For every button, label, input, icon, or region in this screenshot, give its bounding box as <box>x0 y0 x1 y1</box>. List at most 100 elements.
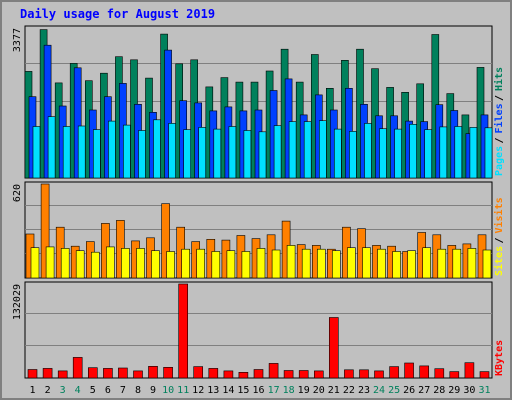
bar-kbytes-day-2 <box>42 368 53 379</box>
bar-pages-day-10 <box>168 123 176 179</box>
x-tick-label-day-10: 10 <box>162 385 174 396</box>
bar-sites-day-4 <box>75 250 85 279</box>
x-tick-label-day-13: 13 <box>207 385 219 396</box>
bar-pages-day-8 <box>138 130 146 179</box>
bar-kbytes-day-8 <box>133 370 143 379</box>
bar-kbytes-day-26 <box>404 362 414 379</box>
bar-pages-day-6 <box>108 120 116 179</box>
series-sites <box>30 245 492 279</box>
x-tick-label-day-27: 27 <box>418 385 430 396</box>
bar-sites-day-6 <box>106 246 115 279</box>
series-hits <box>24 29 485 179</box>
chart-panel-1: 3377 Pages / Files / Hits <box>12 25 505 179</box>
legend-visits: Visits <box>493 197 505 233</box>
bar-pages-day-31 <box>484 127 493 179</box>
bar-pages-day-29 <box>454 126 463 179</box>
series-kbytes <box>27 283 490 379</box>
bar-pages-day-14 <box>228 126 237 179</box>
bar-sites-day-27 <box>422 247 432 279</box>
bar-pages-day-21 <box>333 128 342 179</box>
x-tick-label-day-30: 30 <box>463 385 475 396</box>
bar-kbytes-day-5 <box>88 367 98 379</box>
x-tick-label-day-20: 20 <box>313 385 325 396</box>
bar-kbytes-day-28 <box>434 368 445 379</box>
x-tick-label-day-16: 16 <box>252 385 264 396</box>
x-tick-label-day-1: 1 <box>29 385 35 396</box>
bar-files-day-2 <box>43 44 52 179</box>
legend-kbytes: KBytes <box>494 340 505 376</box>
legend-hits: Hits <box>493 67 505 91</box>
bar-kbytes-day-15 <box>238 371 249 379</box>
bar-pages-day-25 <box>394 128 402 179</box>
legend-separator: / <box>494 237 505 243</box>
chart-panel-3: 132029 KBytes <box>12 281 505 379</box>
bar-pages-day-18 <box>288 121 297 179</box>
bar-sites-day-31 <box>482 249 492 279</box>
bar-sites-day-3 <box>60 248 70 279</box>
x-tick-label-day-29: 29 <box>448 385 460 396</box>
x-tick-label-day-23: 23 <box>358 385 370 396</box>
x-tick-label-day-9: 9 <box>150 385 156 396</box>
bar-pages-day-2 <box>47 116 56 179</box>
x-tick-label-day-22: 22 <box>343 385 355 396</box>
x-tick-label-day-25: 25 <box>388 385 400 396</box>
x-tick-label-day-31: 31 <box>478 385 490 396</box>
x-tick-label-day-3: 3 <box>60 385 66 396</box>
x-tick-label-day-7: 7 <box>120 385 126 396</box>
bar-kbytes-day-21 <box>328 317 339 379</box>
bar-sites-day-7 <box>121 248 130 279</box>
bar-pages-day-27 <box>424 129 433 179</box>
bar-sites-day-9 <box>151 250 160 279</box>
bar-sites-day-26 <box>407 250 416 279</box>
bar-sites-day-20 <box>316 248 326 279</box>
bar-sites-day-30 <box>467 248 477 279</box>
bar-kbytes-day-9 <box>148 365 158 379</box>
bar-kbytes-day-12 <box>193 366 203 379</box>
bar-sites-day-10 <box>166 251 175 279</box>
bar-sites-day-15 <box>241 251 251 279</box>
bar-kbytes-day-6 <box>103 368 113 379</box>
bar-pages-day-20 <box>318 120 327 179</box>
x-tick-label-day-15: 15 <box>237 385 249 396</box>
bar-sites-day-24 <box>377 248 386 279</box>
legend-sites: Sites <box>493 246 505 276</box>
bar-kbytes-day-13 <box>208 368 219 379</box>
bar-kbytes-day-17 <box>268 363 279 379</box>
bar-kbytes-day-16 <box>253 369 264 379</box>
x-tick-label-day-24: 24 <box>373 385 385 396</box>
x-tick-label-day-17: 17 <box>268 385 280 396</box>
y-max-label: 620 <box>12 184 23 202</box>
bar-pages-day-3 <box>62 126 71 179</box>
x-tick-label-day-18: 18 <box>283 385 295 396</box>
bar-sites-day-16 <box>256 248 266 279</box>
legend-separator: / <box>494 137 505 143</box>
bar-kbytes-day-19 <box>298 370 309 379</box>
bar-sites-day-23 <box>362 247 371 279</box>
bar-kbytes-day-11 <box>178 283 188 379</box>
bar-sites-day-8 <box>136 248 145 279</box>
x-tick-label-day-14: 14 <box>222 385 234 396</box>
x-tick-label-day-12: 12 <box>192 385 204 396</box>
bar-files-day-4 <box>73 67 82 179</box>
x-tick-label-day-19: 19 <box>298 385 310 396</box>
bar-pages-day-5 <box>93 129 101 179</box>
bar-pages-day-19 <box>303 121 312 179</box>
x-tick-label-day-21: 21 <box>328 385 340 396</box>
bar-sites-day-18 <box>286 245 296 279</box>
bar-pages-day-23 <box>364 123 372 179</box>
bar-kbytes-day-22 <box>344 369 354 379</box>
bar-kbytes-day-1 <box>27 369 38 379</box>
bar-kbytes-day-10 <box>163 366 173 379</box>
panel-frame <box>24 281 493 379</box>
bar-pages-day-30 <box>469 127 478 179</box>
bar-sites-day-17 <box>271 249 281 279</box>
bar-kbytes-day-20 <box>313 370 324 379</box>
bar-pages-day-15 <box>243 130 252 179</box>
x-tick-label-day-5: 5 <box>90 385 96 396</box>
bar-pages-day-22 <box>349 131 357 179</box>
bar-kbytes-day-3 <box>57 370 68 379</box>
bar-sites-day-22 <box>347 247 356 279</box>
bar-kbytes-day-14 <box>223 370 234 379</box>
x-tick-label-day-28: 28 <box>433 385 445 396</box>
